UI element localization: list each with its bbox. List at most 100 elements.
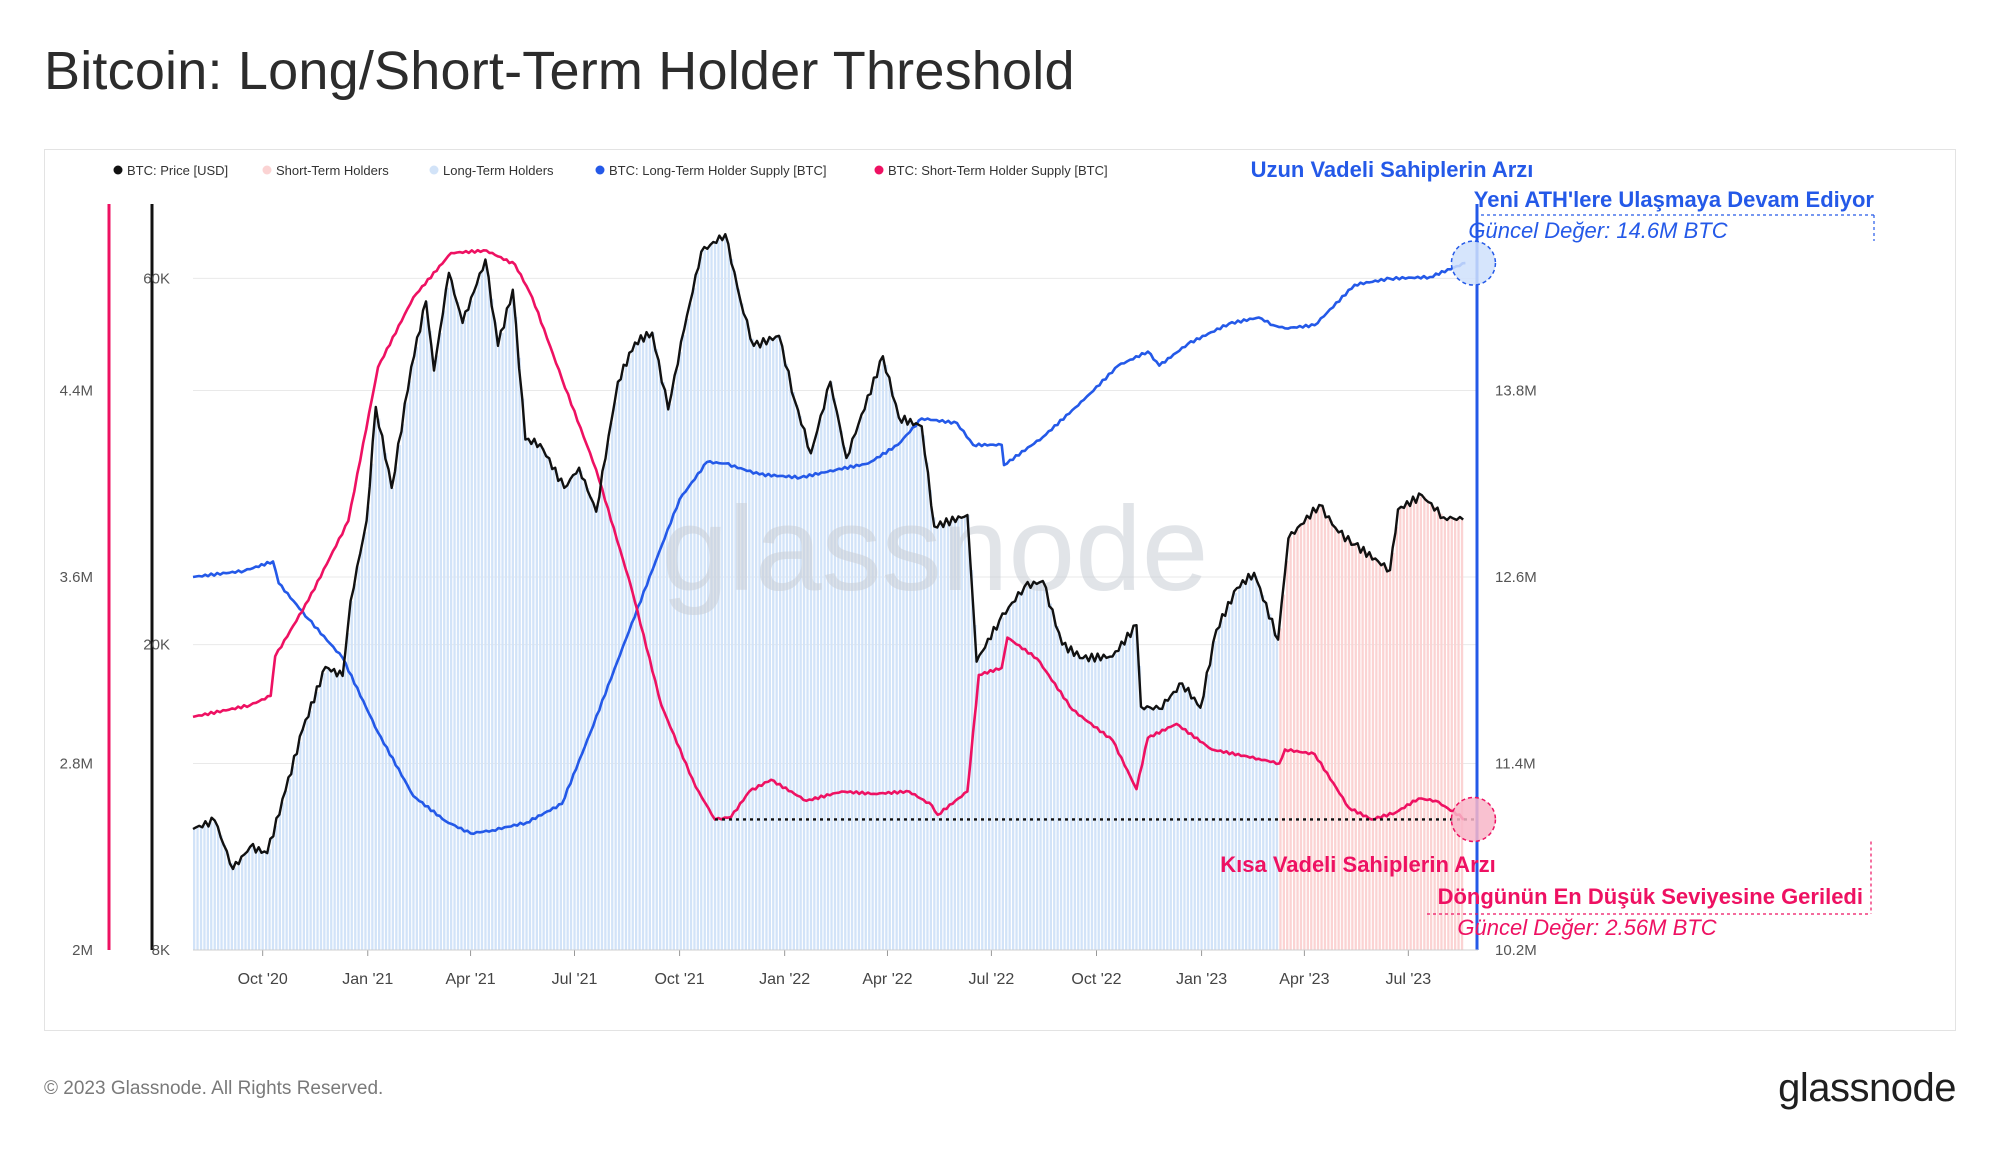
lth-regime-bar — [587, 488, 590, 950]
lth-regime-bar — [665, 398, 669, 950]
lth-regime-bar — [593, 505, 597, 950]
legend-item[interactable]: BTC: Long-Term Holder Supply [BTC] — [595, 163, 827, 178]
holder-regime-background — [193, 235, 1464, 951]
lth-regime-bar — [946, 522, 950, 950]
lth-regime-bar — [847, 454, 850, 950]
lth-regime-bar — [426, 301, 429, 950]
lth-regime-bar — [624, 366, 628, 951]
sth-current-value: Güncel Değer: 2.56M BTC — [1457, 915, 1716, 940]
lth-regime-bar — [203, 825, 206, 950]
sth-regime-bar — [1299, 526, 1303, 950]
lth-regime-bar — [744, 317, 747, 951]
sth-regime-bar — [1351, 541, 1354, 950]
lth-axis-tick-label: 12.6M — [1495, 569, 1537, 586]
x-axis-tick-label: Jul '23 — [1385, 971, 1431, 988]
lth-regime-bar — [402, 423, 405, 950]
lth-regime-bar — [823, 407, 826, 950]
legend[interactable]: BTC: Price [USD] Short-Term Holders Long-T… — [113, 163, 1108, 178]
legend-item[interactable]: BTC: Price [USD] — [113, 163, 229, 178]
lth-regime-bar — [686, 319, 689, 950]
lth-regime-bar — [597, 504, 600, 950]
sth-regime-bar — [1282, 594, 1285, 950]
lth-regime-bar — [737, 288, 741, 950]
lth-regime-bar — [1275, 633, 1279, 950]
lth-regime-bar — [820, 419, 823, 951]
sth-regime-bar — [1361, 549, 1364, 950]
lth-regime-bar — [943, 523, 946, 950]
legend-swatch — [595, 165, 605, 175]
lth-current-value: Güncel Değer: 14.6M BTC — [1468, 218, 1727, 243]
lth-regime-bar — [474, 291, 477, 950]
sth-regime-bar — [1392, 552, 1395, 950]
lth-regime-bar — [1015, 598, 1018, 950]
lth-regime-bar — [922, 435, 926, 950]
lth-regime-bar — [1097, 657, 1100, 950]
lth-regime-bar — [713, 242, 717, 950]
lth-regime-bar — [1155, 708, 1159, 950]
lth-regime-bar — [583, 479, 586, 950]
lth-regime-bar — [720, 237, 723, 950]
lth-regime-bar — [508, 307, 511, 950]
sth-regime-bar — [1344, 536, 1347, 950]
lth-regime-bar — [460, 314, 463, 951]
sth-regime-bar — [1440, 513, 1443, 950]
lth-regime-bar — [251, 847, 254, 950]
lth-regime-bar — [453, 289, 456, 950]
lth-regime-bar — [775, 337, 778, 950]
sth-regime-bar — [1316, 507, 1320, 950]
lth-regime-bar — [1152, 707, 1155, 950]
sth-regime-bar — [1375, 559, 1378, 950]
lth-regime-bar — [779, 335, 782, 950]
lth-regime-bar — [1042, 581, 1046, 950]
lth-regime-bar — [470, 300, 473, 950]
price-axis-tick-label: 20K — [143, 637, 170, 654]
lth-current-marker — [1450, 240, 1497, 286]
sth-regime-bar — [1430, 503, 1433, 950]
lth-regime-bar — [1272, 623, 1275, 950]
lth-regime-bar — [617, 381, 621, 950]
lth-regime-bar — [316, 692, 319, 950]
lth-regime-bar — [833, 398, 837, 951]
watermark-text: glassnode — [661, 482, 1208, 616]
sth-regime-bar — [1385, 566, 1388, 950]
lth-regime-bar — [285, 790, 288, 950]
lth-regime-bar — [724, 235, 727, 950]
lth-regime-bar — [888, 378, 891, 950]
lth-regime-bar — [1231, 599, 1234, 950]
lth-regime-bar — [1032, 584, 1035, 950]
legend-item[interactable]: Long-Term Holders — [429, 163, 555, 178]
x-axis-tick-label: Jul '21 — [552, 971, 598, 988]
sth-axis-tick-label: 4.4M — [60, 383, 93, 400]
lth-regime-bar — [1179, 685, 1183, 950]
lth-regime-bar — [443, 310, 446, 950]
sth-regime-bar — [1388, 569, 1392, 950]
lth-regime-bar — [549, 460, 552, 950]
sth-regime-bar — [1378, 561, 1381, 950]
lth-regime-bar — [234, 867, 237, 950]
lth-regime-bar — [371, 463, 374, 950]
lth-regime-bar — [717, 240, 720, 950]
lth-regime-bar — [343, 665, 347, 950]
lth-regime-bar — [614, 402, 617, 950]
lth-regime-bar — [957, 518, 960, 950]
lth-regime-bar — [1059, 637, 1063, 950]
lth-supply-line — [192, 261, 1466, 836]
legend-item[interactable]: BTC: Short-Term Holder Supply [BTC] — [874, 163, 1108, 178]
lth-regime-bar — [826, 394, 830, 950]
lth-regime-bar — [751, 338, 754, 950]
lth-regime-bar — [748, 327, 751, 950]
lth-regime-bar — [1049, 603, 1052, 950]
lth-regime-bar — [511, 294, 514, 950]
x-axis-tick-label: Jan '22 — [759, 971, 810, 988]
legend-item[interactable]: Short-Term Holders — [262, 163, 390, 178]
sth-regime-bar — [1327, 516, 1330, 950]
lth-regime-bar — [302, 729, 305, 950]
lth-regime-bar — [988, 641, 991, 950]
lth-regime-bar — [933, 517, 936, 950]
lth-regime-bar — [1083, 658, 1087, 950]
lth-regime-bar — [1012, 603, 1015, 950]
lth-regime-bar — [528, 440, 532, 950]
lth-regime-bar — [628, 358, 631, 950]
sth-regime-bar — [1399, 508, 1402, 950]
lth-regime-bar — [950, 521, 953, 950]
